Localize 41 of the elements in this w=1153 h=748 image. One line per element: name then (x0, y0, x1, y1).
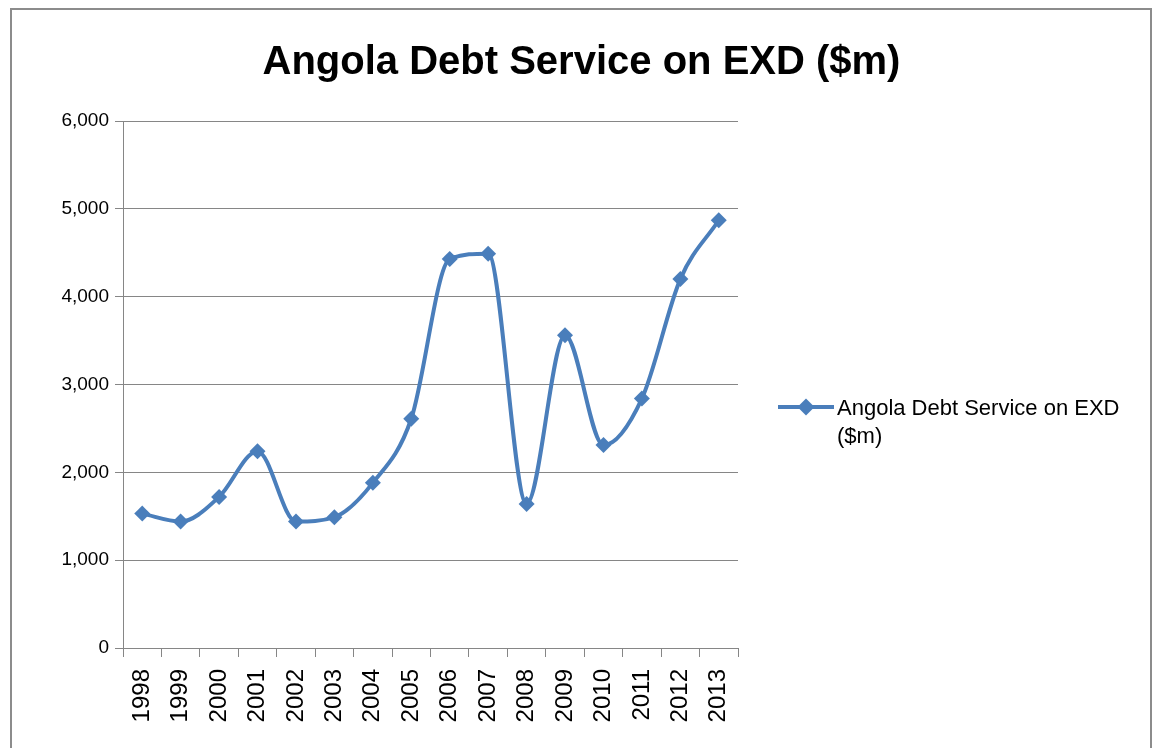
y-tick-label: 5,000 (61, 197, 109, 219)
x-tick-label: 2007 (472, 669, 500, 723)
x-tick-label: 1999 (165, 669, 193, 723)
point (441, 250, 458, 267)
point (518, 495, 535, 512)
x-tick-label: 2013 (703, 669, 731, 723)
x-tick-label: 2005 (395, 669, 423, 723)
point (364, 474, 381, 491)
x-tick-label: 2002 (280, 669, 308, 723)
y-tick-label: 4,000 (61, 284, 109, 306)
chart-title: Angola Debt Service on EXD ($m) (261, 37, 902, 84)
legend-label: Angola Debt Service on EXD ($m) (837, 394, 1121, 450)
point (172, 513, 189, 530)
point (287, 513, 304, 530)
x-tick-label: 2004 (357, 669, 385, 723)
y-tick-label: 1,000 (61, 548, 109, 570)
point (595, 437, 612, 454)
point (557, 327, 574, 344)
x-tick-label: 2010 (588, 669, 616, 723)
y-tick-label: 3,000 (61, 372, 109, 394)
y-tick-label: 2,000 (61, 460, 109, 482)
point (249, 443, 266, 460)
x-tick-label: 2009 (549, 669, 577, 723)
x-tick-label: 2001 (242, 669, 270, 723)
point (134, 505, 151, 522)
x-tick-label: 1998 (126, 669, 154, 723)
x-tick-label: 2011 (626, 669, 654, 721)
y-tick-label: 0 (98, 636, 109, 658)
point (211, 488, 228, 505)
x-tick-label: 2006 (434, 669, 462, 723)
y-tick-label: 6,000 (61, 109, 109, 131)
point (710, 212, 727, 229)
point (403, 410, 420, 427)
x-tick-label: 2012 (664, 669, 692, 723)
point (480, 245, 497, 262)
point (633, 390, 650, 407)
x-tick-label: 2003 (319, 669, 347, 723)
x-tick-label: 2008 (511, 669, 539, 723)
point (326, 509, 343, 526)
point (672, 271, 689, 288)
x-tick-label: 2000 (203, 669, 231, 723)
